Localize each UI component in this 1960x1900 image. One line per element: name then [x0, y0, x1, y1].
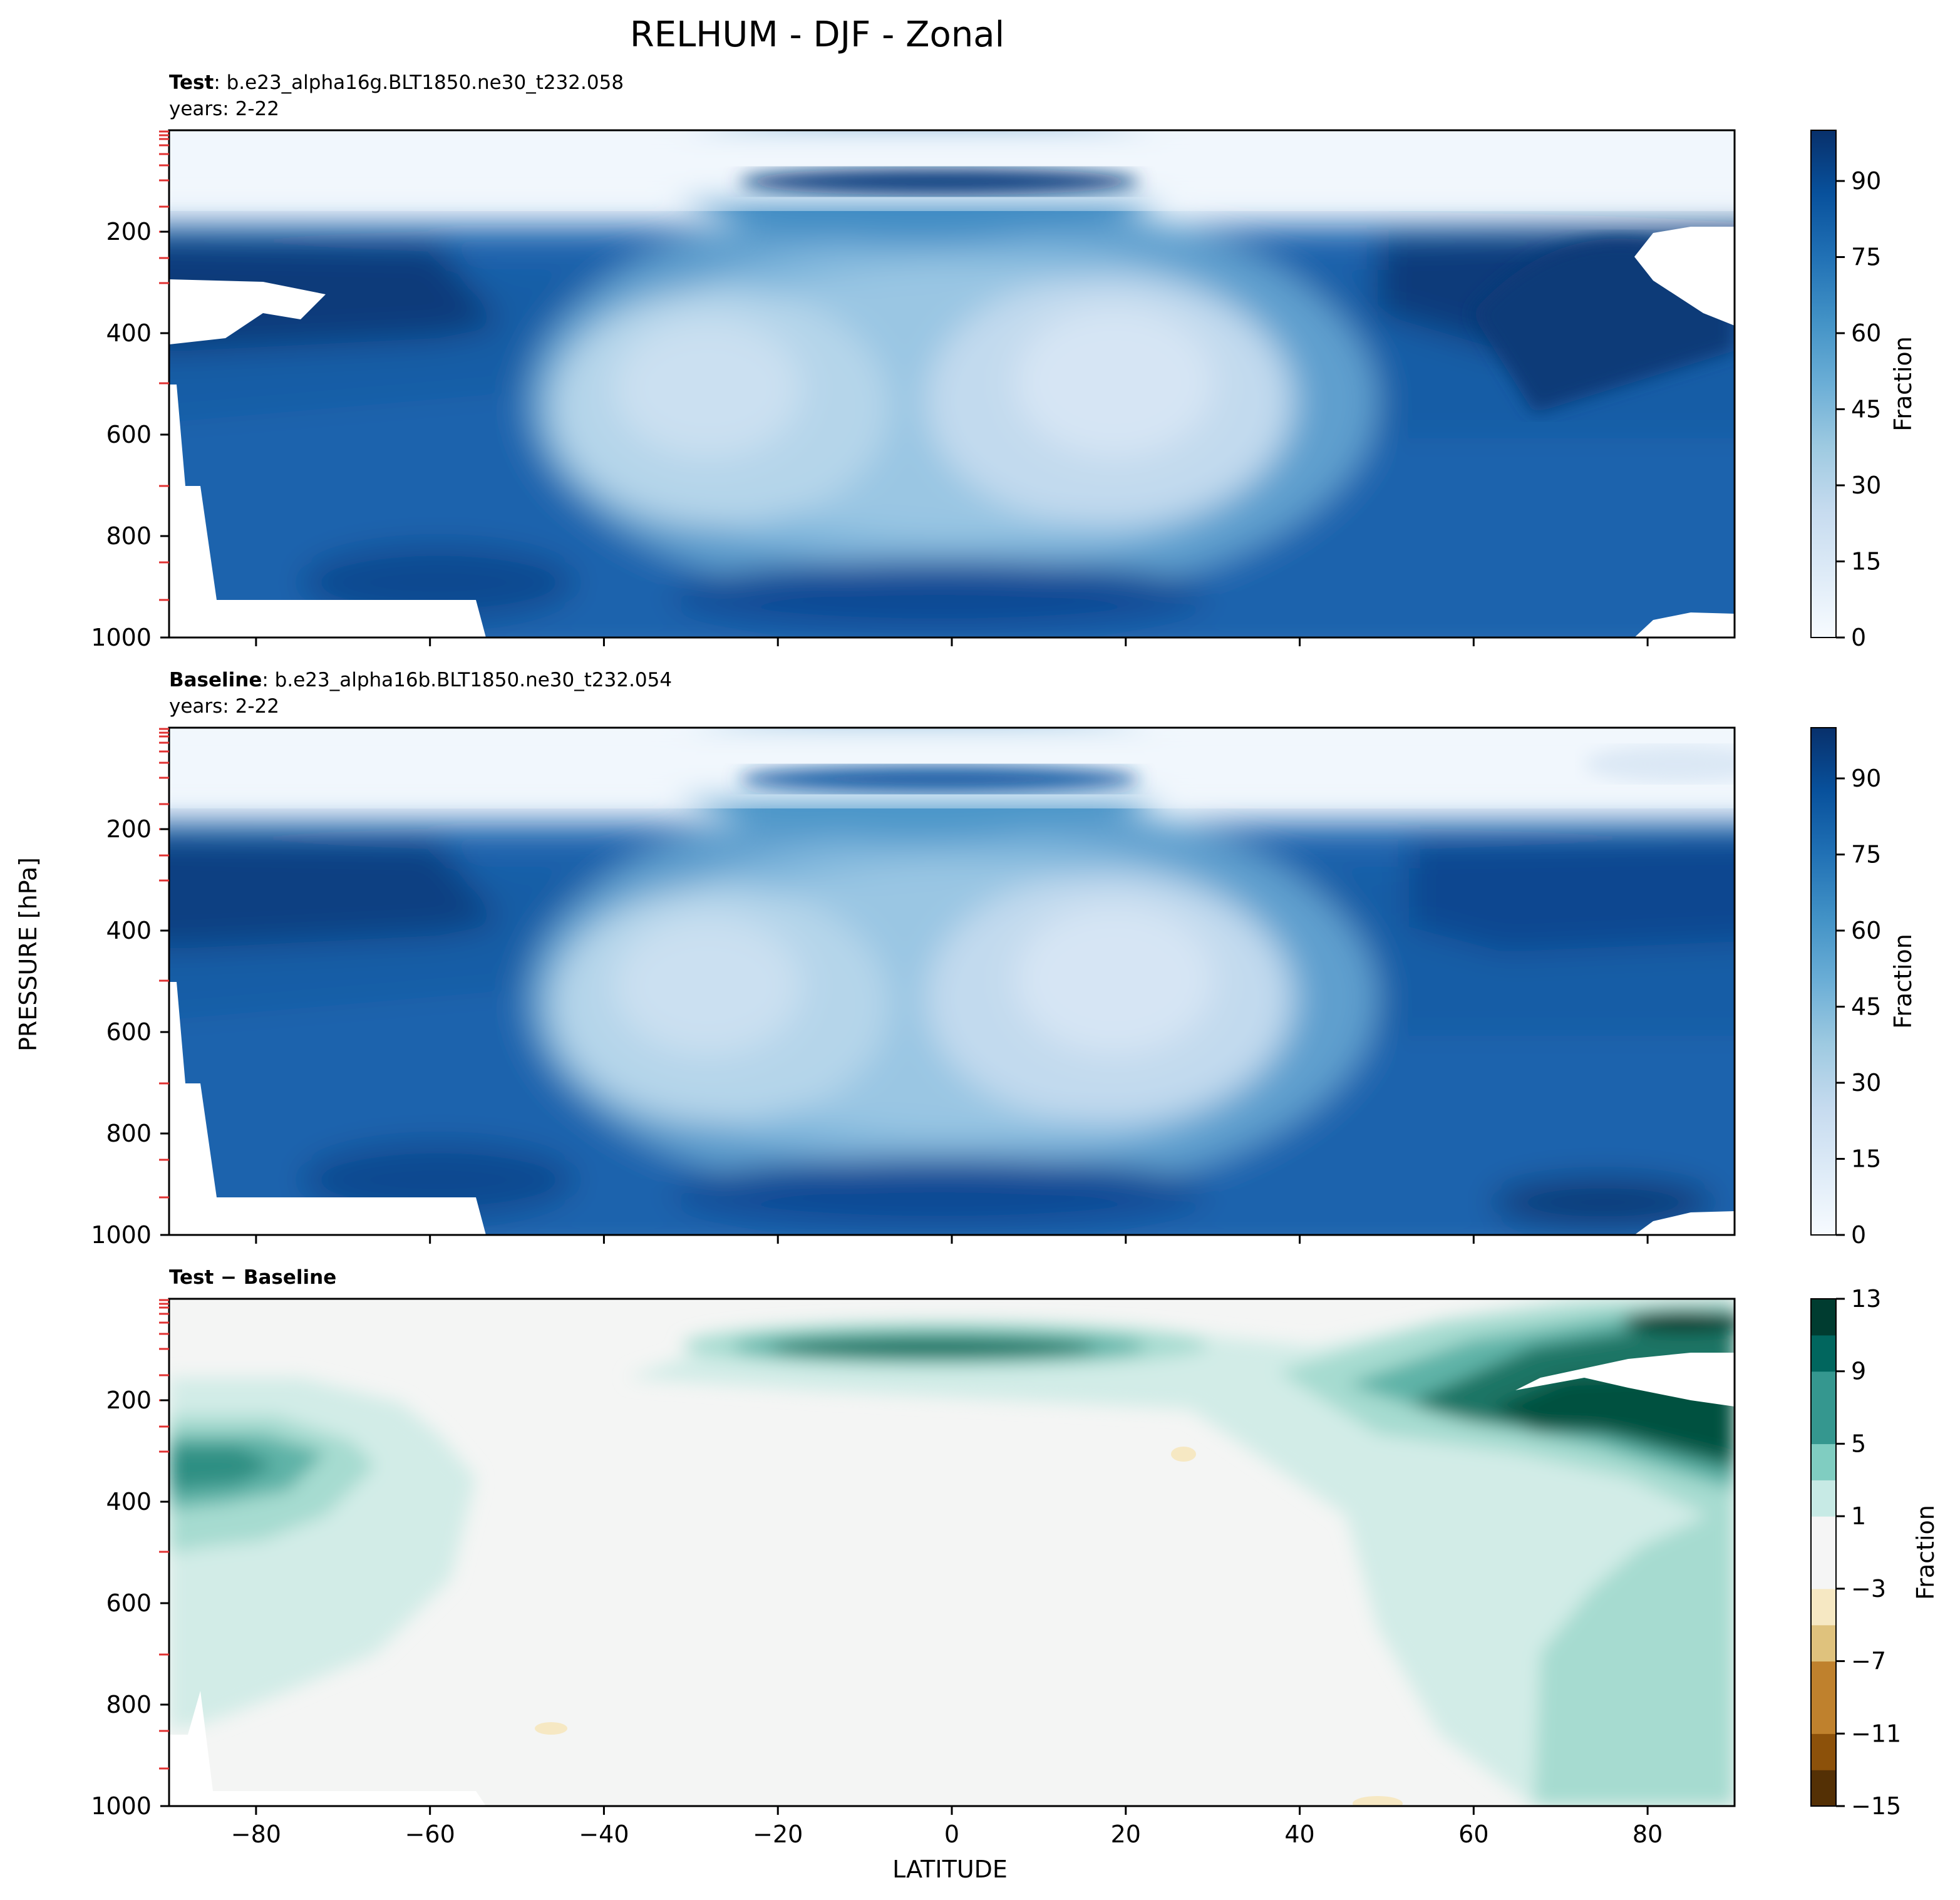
colorbar-tick-label-test: 90 [1851, 167, 1881, 195]
colorbar-diff-segment [1811, 1588, 1836, 1626]
y-tick-label-baseline: 400 [106, 917, 152, 944]
y-tick-label-baseline: 200 [106, 815, 152, 843]
panel-baseline-label: : b.e23_alpha16b.BLT1850.ne30_t232.054 [262, 669, 672, 691]
colorbar-baseline [1810, 727, 1837, 1236]
panel-baseline-years: years: 2-22 [169, 695, 279, 718]
y-tick-label-baseline: 800 [106, 1120, 152, 1147]
colorbar-tick-label-diff: 9 [1851, 1358, 1866, 1385]
panel-test-field [169, 130, 1735, 638]
panel-test: Test: b.e23_alpha16g.BLT1850.ne30_t232.0… [91, 71, 1917, 651]
y-tick-label-diff: 800 [106, 1691, 152, 1718]
colorbar-tick-label-test: 45 [1851, 396, 1881, 423]
svg-text:Baseline: b.e23_alpha16b.BLT18: Baseline: b.e23_alpha16b.BLT1850.ne30_t2… [169, 669, 672, 691]
colorbar-tick-label-baseline: 45 [1851, 993, 1881, 1021]
colorbar-tick-label-test: 0 [1851, 624, 1866, 651]
y-tick-label-test: 1000 [91, 624, 152, 651]
x-tick-label: 0 [944, 1820, 959, 1848]
y-tick-label-test: 800 [106, 522, 152, 550]
colorbar-tick-label-diff: −11 [1851, 1720, 1901, 1747]
x-tick-label: 60 [1458, 1820, 1488, 1848]
colorbar-tick-label-baseline: 0 [1851, 1221, 1866, 1249]
svg-text:Test: b.e23_alpha16g.BLT1850.n: Test: b.e23_alpha16g.BLT1850.ne30_t232.0… [169, 71, 624, 94]
colorbar-baseline-label: Fraction [1889, 934, 1917, 1029]
x-tick-label: −20 [753, 1820, 803, 1848]
x-tick-label: 40 [1284, 1820, 1314, 1848]
y-tick-label-baseline: 1000 [91, 1221, 152, 1249]
colorbar-diff-segment [1811, 1661, 1836, 1698]
colorbar-tick-label-diff: 13 [1851, 1285, 1881, 1313]
y-tick-label-test: 200 [106, 218, 152, 245]
colorbar-tick-label-baseline: 60 [1851, 917, 1881, 944]
colorbar-tick-label-baseline: 75 [1851, 841, 1881, 869]
y-tick-label-test: 600 [106, 421, 152, 448]
colorbar-tick-label-test: 60 [1851, 319, 1881, 347]
colorbar-diff-segment [1811, 1443, 1836, 1480]
x-tick-label: −60 [405, 1820, 455, 1848]
colorbar-tick-label-baseline: 90 [1851, 765, 1881, 792]
colorbar-diff-frame [1810, 1298, 1837, 1807]
colorbar-tick-label-baseline: 30 [1851, 1069, 1881, 1097]
colorbar-test [1810, 130, 1837, 638]
y-tick-label-baseline: 600 [106, 1018, 152, 1046]
figure-title: RELHUM - DJF - Zonal [630, 14, 1004, 55]
x-tick-label: 20 [1111, 1820, 1141, 1848]
colorbar-diff-label: Fraction [1912, 1505, 1939, 1600]
x-tick-label: −80 [231, 1820, 281, 1848]
colorbar-diff [1810, 1298, 1837, 1807]
colorbar-tick-label-diff: −7 [1851, 1648, 1886, 1675]
colorbar-tick-label-diff: 5 [1851, 1430, 1866, 1457]
panel-test-years: years: 2-22 [169, 98, 279, 120]
y-tick-label-diff: 400 [106, 1488, 152, 1515]
y-tick-label-diff: 200 [106, 1386, 152, 1414]
colorbar-diff-segment [1811, 1770, 1836, 1807]
x-tick-label: 80 [1632, 1820, 1663, 1848]
colorbar-tick-label-baseline: 15 [1851, 1145, 1881, 1173]
y-tick-label-test: 400 [106, 319, 152, 347]
colorbar-diff-segment [1811, 1552, 1836, 1589]
x-tick-label: −40 [579, 1820, 629, 1848]
panel-test-label: : b.e23_alpha16g.BLT1850.ne30_t232.058 [214, 71, 624, 94]
y-tick-label-diff: 1000 [91, 1792, 152, 1820]
panel-baseline-field [169, 728, 1735, 1235]
colorbar-tick-label-test: 75 [1851, 244, 1881, 271]
colorbar-tick-label-test: 30 [1851, 472, 1881, 499]
colorbar-diff-segment [1811, 1335, 1836, 1372]
colorbar-tick-label-diff: 1 [1851, 1502, 1866, 1530]
colorbar-diff-segment [1811, 1624, 1836, 1662]
colorbar-tick-label-diff: −3 [1851, 1575, 1886, 1603]
y-axis-label: PRESSURE [hPa] [14, 857, 42, 1051]
colorbar-diff-segment [1811, 1299, 1836, 1336]
panel-diff-field [169, 1299, 1735, 1806]
colorbar-test-label: Fraction [1889, 336, 1917, 431]
colorbar-diff-segment [1811, 1733, 1836, 1770]
colorbar-tick-label-test: 15 [1851, 548, 1881, 576]
panel-diff-label: Test − Baseline [169, 1266, 336, 1289]
colorbar-diff-segment [1811, 1371, 1836, 1408]
panel-baseline: Baseline: b.e23_alpha16b.BLT1850.ne30_t2… [91, 669, 1917, 1249]
y-tick-label-diff: 600 [106, 1589, 152, 1617]
colorbar-diff-segment [1811, 1516, 1836, 1553]
x-axis-label: LATITUDE [892, 1856, 1008, 1883]
colorbar-diff-segment [1811, 1407, 1836, 1445]
colorbar-diff-segment [1811, 1697, 1836, 1734]
colorbar-diff-segment [1811, 1480, 1836, 1517]
panel-test-label-bold: Test [169, 71, 214, 94]
panel-diff: Test − Baseline [91, 1266, 1939, 1848]
colorbar-tick-label-diff: −15 [1851, 1792, 1901, 1820]
panel-baseline-label-bold: Baseline [169, 669, 262, 691]
